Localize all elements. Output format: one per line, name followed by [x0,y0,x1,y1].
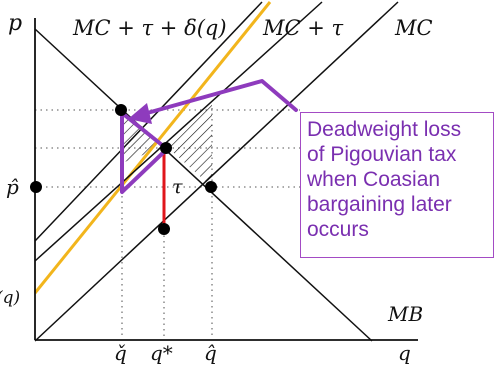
mc-tau-curve [34,1,323,262]
y-axis-label: p [8,11,22,36]
tau-label: τ [172,176,183,198]
mc-label: MC [394,16,433,40]
point-upper-left [115,104,127,116]
dwl-hatched-right [166,101,212,187]
callout-arrowhead [128,103,152,124]
q-star-label: q* [150,341,173,365]
dwl-callout-box: Deadweight loss of Pigouvian tax when Co… [300,112,494,258]
mb-label: MB [387,302,423,326]
point-intersection [160,142,172,154]
marginal-damage-line [33,1,272,294]
mc-tau-delta-label: MC + τ + δ(q) [72,16,227,40]
p-hat-label: p̂ [6,175,19,199]
callout-arrow-shaft [138,79,298,117]
mb-curve [34,28,373,342]
mc-curve [34,1,399,342]
dwl-triangle-outline [120,111,169,194]
left-cut-label: (q) [0,288,20,308]
x-axis-label: q [398,341,411,365]
mc-tau-label: MC + τ [262,16,344,40]
q-check-label: q̌ [114,341,127,365]
callout-line: when Coasian [307,168,441,191]
callout-line: bargaining later [307,193,452,216]
point-q-hat-p-hat [205,181,217,193]
callout-line: occurs [307,218,369,241]
callout-line: Deadweight loss [307,118,462,141]
point-p-hat-axis [30,181,42,193]
q-hat-label: q̂ [204,341,217,365]
point-q-star-mc [158,223,170,235]
callout-line: of Pigouvian tax [307,143,457,166]
